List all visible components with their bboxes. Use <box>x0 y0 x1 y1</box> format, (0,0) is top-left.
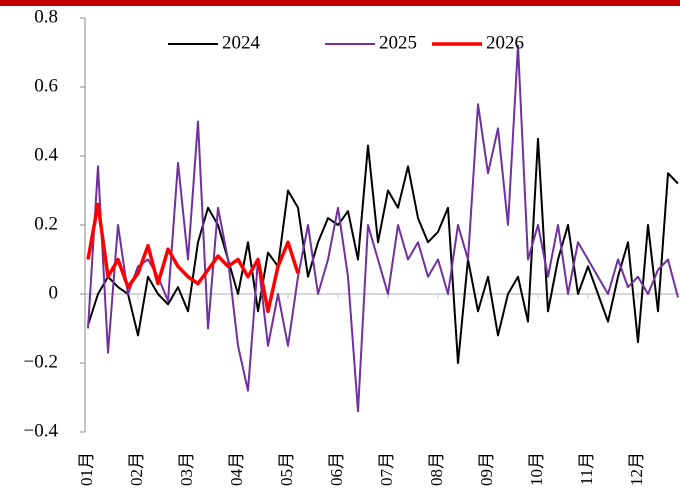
x-tick-label: 02月 <box>127 452 146 486</box>
y-tick-label: 0.6 <box>34 75 58 96</box>
x-tick-label: 04月 <box>227 452 246 486</box>
x-tick-label: 06月 <box>327 452 346 486</box>
legend-label: 2024 <box>222 32 261 53</box>
x-tick-label: 05月 <box>277 452 296 486</box>
series-line <box>87 137 679 364</box>
y-tick-label: 0.4 <box>34 144 58 165</box>
x-tick-label: 11月 <box>577 452 596 485</box>
legend-label: 2025 <box>379 32 417 53</box>
x-tick-label: 01月 <box>77 452 96 486</box>
x-tick-label: 07月 <box>377 452 396 486</box>
x-tick-label: 03月 <box>177 452 196 486</box>
y-tick-label: −0.4 <box>24 420 59 441</box>
y-tick-label: −0.2 <box>24 351 58 372</box>
y-tick-label: 0.8 <box>34 6 58 27</box>
series-line <box>87 44 679 413</box>
x-tick-label: 10月 <box>527 452 546 486</box>
legend-label: 2026 <box>486 32 524 53</box>
x-tick-label: 08月 <box>427 452 446 486</box>
y-tick-label: 0.2 <box>34 213 58 234</box>
x-tick-label: 09月 <box>477 452 496 486</box>
top-bar <box>0 0 680 6</box>
x-tick-label: 12月 <box>627 452 646 486</box>
y-tick-label: 0 <box>49 282 59 303</box>
series-line <box>86 202 300 313</box>
